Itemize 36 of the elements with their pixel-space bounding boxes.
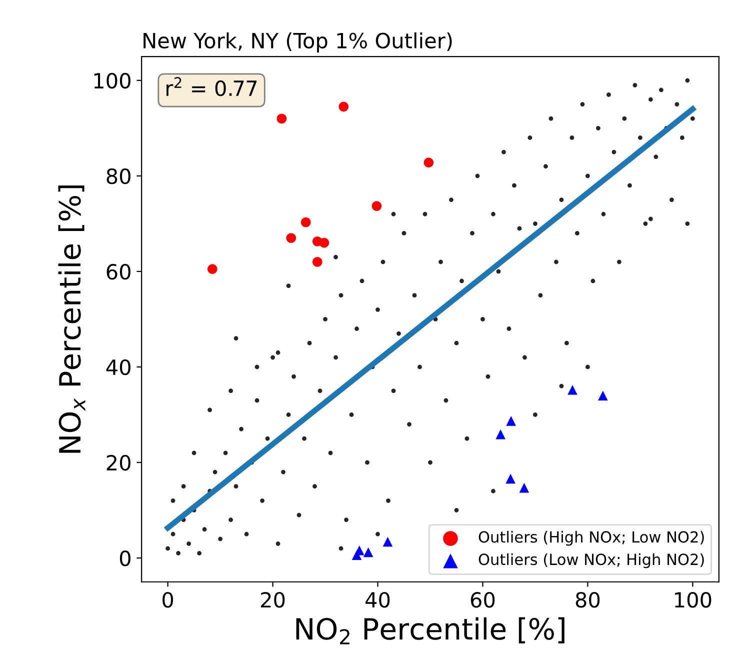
point xyxy=(496,429,506,440)
y-tick-label: 20 xyxy=(106,454,130,471)
x-axis-title: NO$_{2}$ Percentile [%] xyxy=(296,617,564,644)
x-tick-label: 60 xyxy=(470,592,495,608)
y-tick-label: 100 xyxy=(94,72,130,89)
point xyxy=(338,102,349,112)
legend-label: Outliers (High NOx; Low NO2) xyxy=(478,530,704,546)
point xyxy=(363,547,374,558)
annotation: r$^{2}$ = 0.77 xyxy=(166,77,257,96)
x-tick-label: 40 xyxy=(366,592,390,608)
y-tick-label: 0 xyxy=(120,550,130,566)
x-tick-label: 20 xyxy=(261,592,285,608)
point xyxy=(519,482,530,493)
point xyxy=(286,233,296,243)
point xyxy=(424,158,434,168)
point xyxy=(312,256,322,267)
point xyxy=(598,390,608,401)
point xyxy=(300,217,311,228)
point xyxy=(319,238,330,248)
y-axis-title: NO$_{x}$ Percentile [%] xyxy=(58,186,86,453)
legend-label: Outliers (Low NOx; High NO2) xyxy=(478,553,704,568)
point xyxy=(506,474,516,484)
chart-title: New York, NY (Top 1% Outlier) xyxy=(144,32,452,53)
point xyxy=(352,550,362,560)
point xyxy=(568,384,578,395)
y-tick-label: 60 xyxy=(106,264,130,280)
x-tick-label: 80 xyxy=(576,592,600,608)
point xyxy=(208,264,218,274)
x-tick-label: 0 xyxy=(162,592,174,608)
point xyxy=(372,201,382,211)
point xyxy=(382,536,393,547)
y-tick-label: 40 xyxy=(106,359,130,376)
point xyxy=(506,416,516,426)
y-tick-label: 80 xyxy=(106,168,130,184)
x-tick-label: 100 xyxy=(675,592,712,608)
point xyxy=(276,114,287,124)
